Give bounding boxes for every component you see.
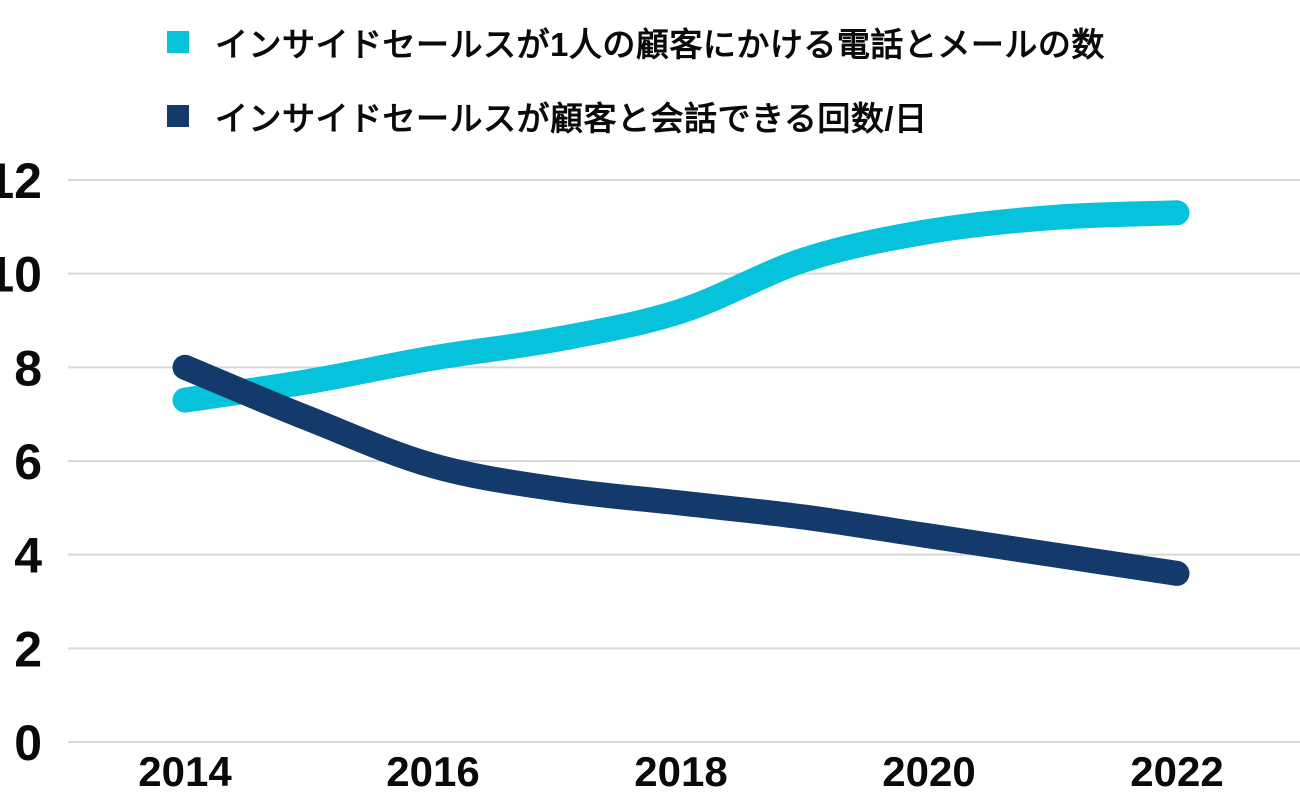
series-line-calls-emails bbox=[172, 200, 1190, 413]
x-tick-label-2020: 2020 bbox=[882, 748, 975, 794]
y-tick-label-8: 8 bbox=[14, 340, 42, 396]
y-tick-label-12: 12 bbox=[0, 153, 42, 209]
y-tick-label-0: 0 bbox=[14, 715, 42, 771]
gridlines bbox=[68, 179, 1300, 743]
legend-swatch-navy-icon bbox=[167, 105, 189, 127]
x-tick-label-2014: 2014 bbox=[138, 748, 232, 794]
chart-legend: インサイドセールスが1人の顧客にかける電話とメールの数 インサイドセールスが顧客… bbox=[167, 22, 1105, 170]
x-tick-label-2018: 2018 bbox=[634, 748, 727, 794]
series-line-conversations bbox=[172, 354, 1190, 586]
y-axis-tick-labels: 0 2 4 6 8 10 12 bbox=[0, 153, 42, 771]
x-axis-tick-labels: 2014 2016 2018 2020 2022 bbox=[138, 748, 1223, 794]
legend-item-calls-emails: インサイドセールスが1人の顧客にかける電話とメールの数 bbox=[167, 22, 1105, 63]
y-tick-label-6: 6 bbox=[14, 434, 42, 490]
y-tick-label-2: 2 bbox=[14, 621, 42, 677]
legend-label-conversations: インサイドセールスが顧客と会話できる回数/日 bbox=[215, 100, 928, 137]
x-tick-label-2016: 2016 bbox=[386, 748, 479, 794]
y-tick-label-4: 4 bbox=[14, 528, 42, 584]
x-tick-label-2022: 2022 bbox=[1130, 748, 1223, 794]
legend-item-conversations: インサイドセールスが顧客と会話できる回数/日 bbox=[167, 96, 1105, 137]
legend-label-calls-emails: インサイドセールスが1人の顧客にかける電話とメールの数 bbox=[215, 26, 1105, 63]
legend-swatch-cyan-icon bbox=[167, 31, 189, 53]
chart-series bbox=[172, 200, 1190, 586]
y-tick-label-10: 10 bbox=[0, 247, 42, 303]
